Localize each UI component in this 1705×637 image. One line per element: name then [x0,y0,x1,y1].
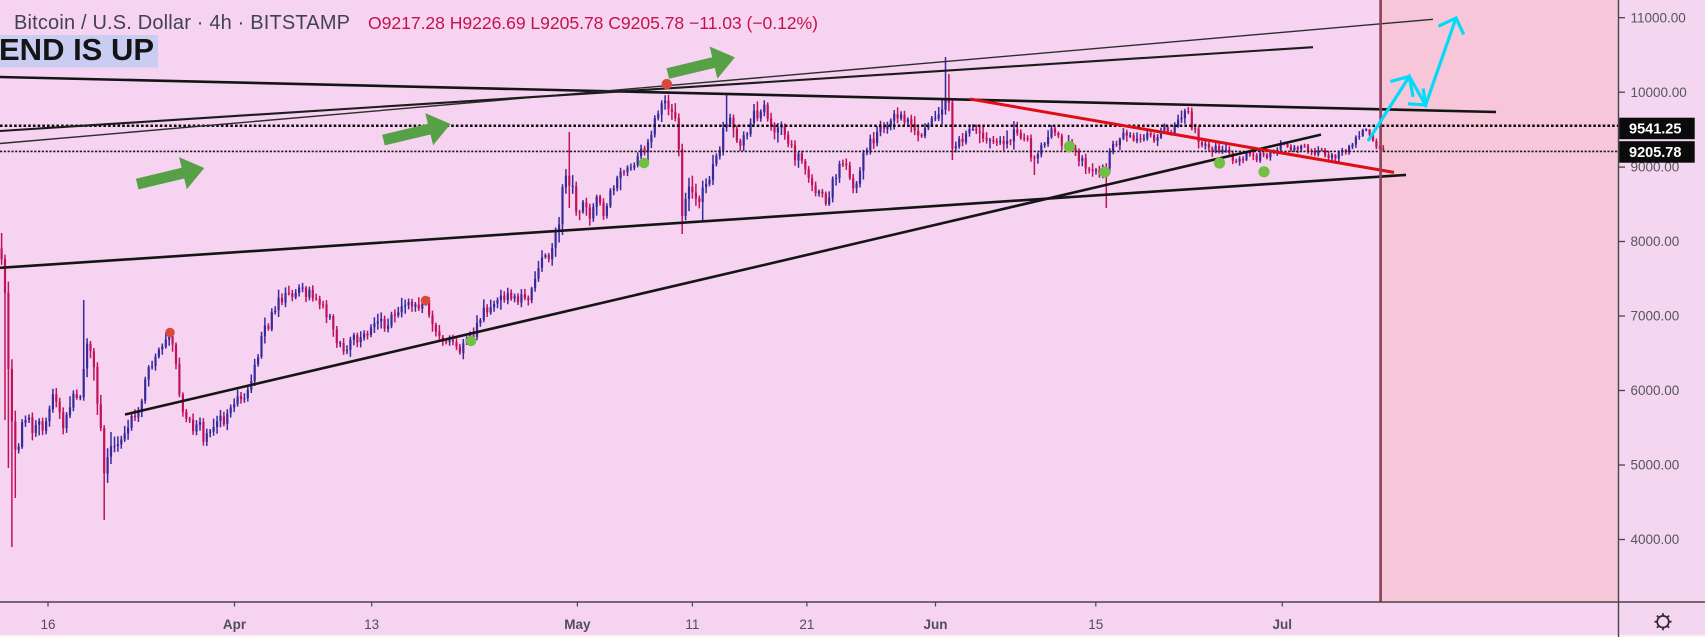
svg-text:5000.00: 5000.00 [1631,458,1680,473]
svg-text:Jun: Jun [923,617,947,632]
svg-text:10000.00: 10000.00 [1631,85,1687,100]
svg-text:9541.25: 9541.25 [1629,122,1681,138]
svg-text:13: 13 [364,617,379,632]
svg-text:4000.00: 4000.00 [1631,532,1680,547]
svg-text:6000.00: 6000.00 [1631,383,1680,398]
svg-text:21: 21 [799,617,814,632]
svg-text:15: 15 [1088,617,1103,632]
svg-text:O9217.28 H9226.69 L9205.78 C92: O9217.28 H9226.69 L9205.78 C9205.78 −11.… [368,13,818,33]
svg-text:END IS UP: END IS UP [0,32,154,67]
svg-text:8000.00: 8000.00 [1631,234,1680,249]
svg-text:9205.78: 9205.78 [1629,145,1681,161]
svg-text:7000.00: 7000.00 [1631,309,1680,324]
svg-text:Jul: Jul [1273,617,1293,632]
svg-text:9000.00: 9000.00 [1631,160,1680,175]
svg-text:May: May [564,617,591,632]
svg-text:Apr: Apr [223,617,247,632]
svg-text:11: 11 [685,617,699,632]
svg-text:Bitcoin / U.S. Dollar · 4h · B: Bitcoin / U.S. Dollar · 4h · BITSTAMP [14,12,350,34]
svg-text:16: 16 [40,617,55,632]
svg-text:11000.00: 11000.00 [1631,10,1686,25]
